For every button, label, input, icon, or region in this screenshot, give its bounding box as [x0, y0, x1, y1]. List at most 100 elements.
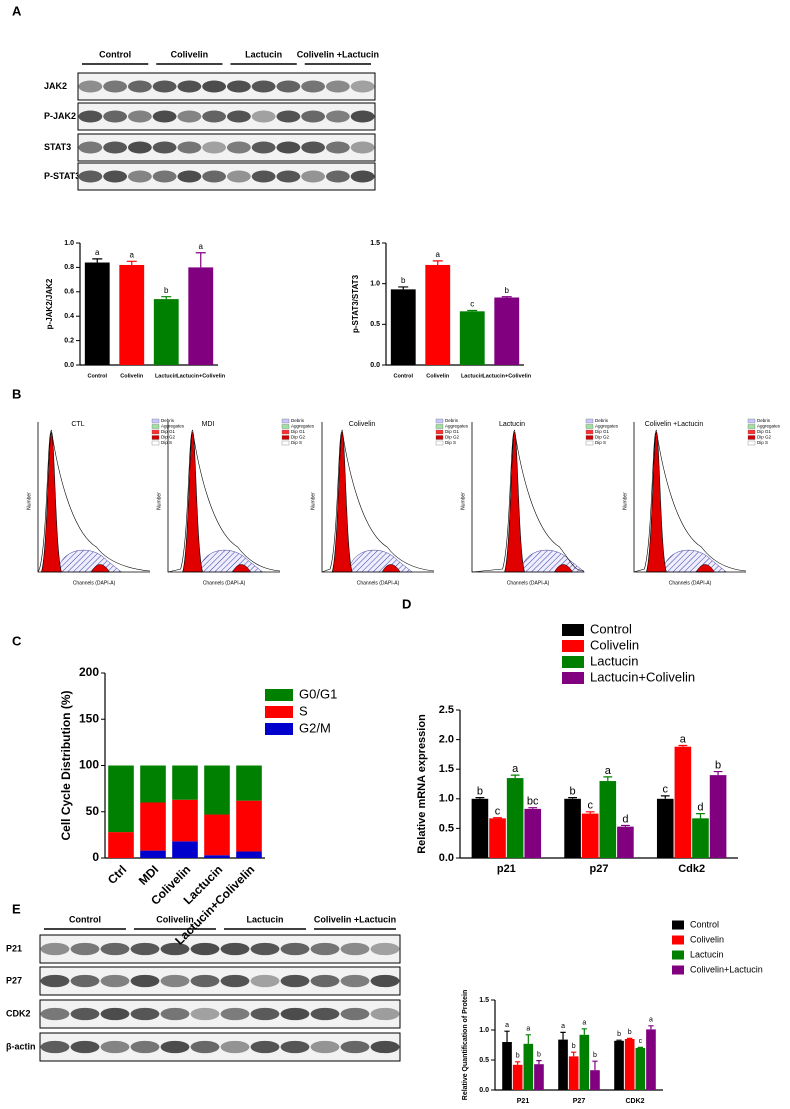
bar: [534, 1064, 544, 1090]
band: [310, 1040, 340, 1054]
y-tick-label: 1.0: [370, 281, 380, 288]
band: [370, 1040, 400, 1054]
band: [177, 170, 202, 183]
error-bar: [627, 1037, 633, 1039]
legend-label: Colivelin+Lactucin: [690, 964, 763, 974]
flow-y-label: Number: [26, 492, 32, 510]
flow-title: CTL: [71, 421, 84, 428]
error-bar: [510, 774, 520, 779]
significance-letter: d: [622, 813, 628, 825]
y-axis-label: Relative Quantification of Protein: [462, 990, 469, 1100]
band: [370, 974, 400, 988]
hatched-s: [662, 549, 728, 573]
error-bar: [571, 1051, 577, 1057]
group-label: Control: [69, 914, 101, 924]
bar-segment: [204, 765, 230, 815]
band: [78, 141, 103, 154]
legend-swatch: [562, 640, 584, 652]
flow-legend-swatch: [585, 440, 594, 446]
envelope: [471, 429, 585, 573]
x-tick-label: MDI: [136, 862, 161, 887]
band: [340, 942, 370, 956]
significance-letter: b: [164, 286, 169, 295]
flow-legend-label: Dip G2: [595, 435, 610, 440]
flow-legend-label: Dip S: [595, 440, 606, 445]
band: [310, 942, 340, 956]
flow-legend-swatch: [747, 429, 756, 435]
row-label: P21: [6, 943, 22, 953]
flow-legend-label: Dip S: [445, 440, 456, 445]
bar: [656, 798, 674, 858]
flow-legend-swatch: [585, 429, 594, 435]
flow-x-label: Channels (DAPI-A): [669, 580, 712, 586]
band: [100, 1007, 130, 1021]
flow-legend-swatch: [747, 418, 756, 424]
bar-segment: [108, 832, 134, 858]
x-tick-label: Colivelin: [120, 373, 144, 379]
error-bar: [432, 260, 443, 265]
band: [127, 170, 152, 183]
band: [190, 1007, 220, 1021]
significance-letter: b: [628, 1029, 632, 1036]
envelope: [321, 429, 435, 573]
legend-label: G2/M: [299, 720, 331, 735]
y-tick-label: 0.5: [370, 321, 380, 328]
flow-legend-label: Debris: [757, 418, 771, 423]
flow-x-label: Channels (DAPI-A): [507, 580, 550, 586]
x-tick-label: Lactucin+Colivelin: [176, 373, 225, 379]
band: [177, 141, 202, 154]
bar: [617, 826, 634, 858]
band: [160, 1007, 190, 1021]
bar: [646, 1029, 656, 1090]
flow-legend-swatch: [151, 440, 160, 446]
bar: [709, 775, 727, 858]
legend-swatch: [265, 723, 293, 735]
y-tick-label: 0.0: [479, 1087, 489, 1094]
y-tick-label: 0.0: [439, 852, 454, 864]
x-tick-label: p27: [590, 863, 609, 875]
band: [202, 141, 227, 154]
error-bar: [637, 1046, 643, 1048]
group-label: Lactucin: [246, 914, 283, 924]
significance-letter: c: [587, 800, 593, 812]
bar-segment: [140, 850, 166, 858]
y-tick-label: 0: [92, 850, 99, 864]
legend-label: Control: [590, 621, 632, 636]
band: [280, 1007, 310, 1021]
band: [250, 1007, 280, 1021]
bar-segment: [236, 800, 262, 852]
legend-swatch: [562, 656, 584, 668]
band: [40, 1007, 70, 1021]
error-bar: [603, 776, 613, 782]
flow-legend-label: Dip G2: [291, 435, 306, 440]
flow-legend-swatch: [281, 424, 290, 429]
flow-legend-label: Dip G1: [595, 429, 610, 434]
y-tick-label: 0.5: [439, 822, 454, 834]
x-tick-label: Lactucin: [155, 373, 178, 379]
band: [202, 170, 227, 183]
band: [276, 80, 301, 93]
error-bar: [161, 296, 172, 300]
y-tick-label: 0.8: [64, 264, 74, 271]
x-tick-label: Control: [393, 373, 413, 379]
band: [40, 974, 70, 988]
bar-segment: [204, 855, 230, 858]
g1-peak: [182, 431, 204, 573]
error-bar: [678, 744, 688, 747]
significance-letter: a: [582, 1020, 586, 1027]
band: [127, 141, 152, 154]
band: [280, 942, 310, 956]
flow-title: Lactucin: [499, 421, 525, 428]
significance-letter: b: [401, 276, 406, 285]
flow-y-label: Number: [622, 492, 628, 510]
significance-letter: a: [505, 1022, 509, 1029]
legend-label: Colivelin: [590, 637, 639, 652]
flow-legend-swatch: [151, 418, 160, 424]
band: [78, 80, 103, 93]
group-label: Lactucin: [245, 49, 282, 59]
band: [152, 141, 177, 154]
g1-peak: [645, 431, 667, 573]
significance-letter: a: [680, 733, 687, 745]
flow-legend-swatch: [435, 435, 444, 440]
